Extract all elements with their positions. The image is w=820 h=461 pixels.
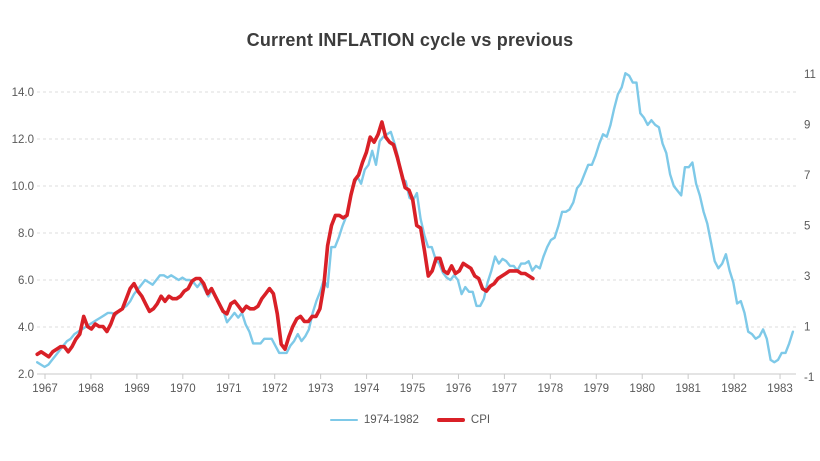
axis-tick-label: 4.0 [18,322,34,334]
axis-tick-label: 1975 [400,383,426,395]
axis-tick-label: 1972 [262,383,288,395]
axis-tick-label: -1 [804,372,814,384]
legend-line-swatch [329,418,358,422]
series-line-previous-cycle [36,71,795,369]
axis-tick-label: 1970 [170,383,196,395]
axis-tick-label: 1973 [308,383,334,395]
axis-tick-label: 8.0 [18,228,34,240]
legend-line-swatch [436,418,465,422]
axis-tick-label: 11 [804,69,816,81]
x-axis-labels: 1967 1968 1969 1970 1971 1972 1973 1974 1975 1976… [32,383,793,395]
chart-legend: 1974-1982 CPI [0,414,820,426]
axis-tick-label: 12.0 [12,134,34,146]
axis-tick-label: 7 [804,170,810,182]
axis-tick-label: 1967 [32,383,58,395]
axis-tick-label: 14.0 [12,87,34,99]
legend-label: CPI [470,414,491,426]
legend-label: 1974-1982 [363,414,419,426]
legend-item-previous-cycle: 1974-1982 [329,414,419,426]
axis-tick-label: 1 [804,322,810,334]
legend-item-cpi: CPI [436,414,491,426]
axis-tick-label: 1983 [767,383,793,395]
axis-tick-label: 1971 [216,383,242,395]
chart-title: Current INFLATION cycle vs previous [246,30,574,50]
axis-tick-label: 5 [804,221,810,233]
axis-tick-label: 1981 [675,383,701,395]
axis-tick-label: 10.0 [12,181,34,193]
axis-tick-label: 2.0 [18,369,34,381]
right-axis-labels: 11 9 7 5 3 1 -1 [804,69,816,384]
axis-tick-label: 1977 [492,383,518,395]
axis-tick-label: 1980 [629,383,655,395]
axis-tick-label: 1968 [78,383,104,395]
x-axis [37,373,796,379]
axis-tick-label: 9 [804,120,810,132]
gridlines [37,91,796,328]
series-line-cpi [35,120,535,359]
left-axis-labels: 14.0 12.0 10.0 8.0 6.0 4.0 2.0 [12,87,34,381]
axis-tick-label: 1976 [446,383,472,395]
axis-tick-label: 1974 [354,383,380,395]
axis-tick-label: 1969 [124,383,150,395]
axis-tick-label: 1978 [538,383,564,395]
axis-tick-label: 1979 [583,383,609,395]
axis-tick-label: 6.0 [18,275,34,287]
axis-tick-label: 3 [804,271,810,283]
axis-tick-label: 1982 [721,383,747,395]
